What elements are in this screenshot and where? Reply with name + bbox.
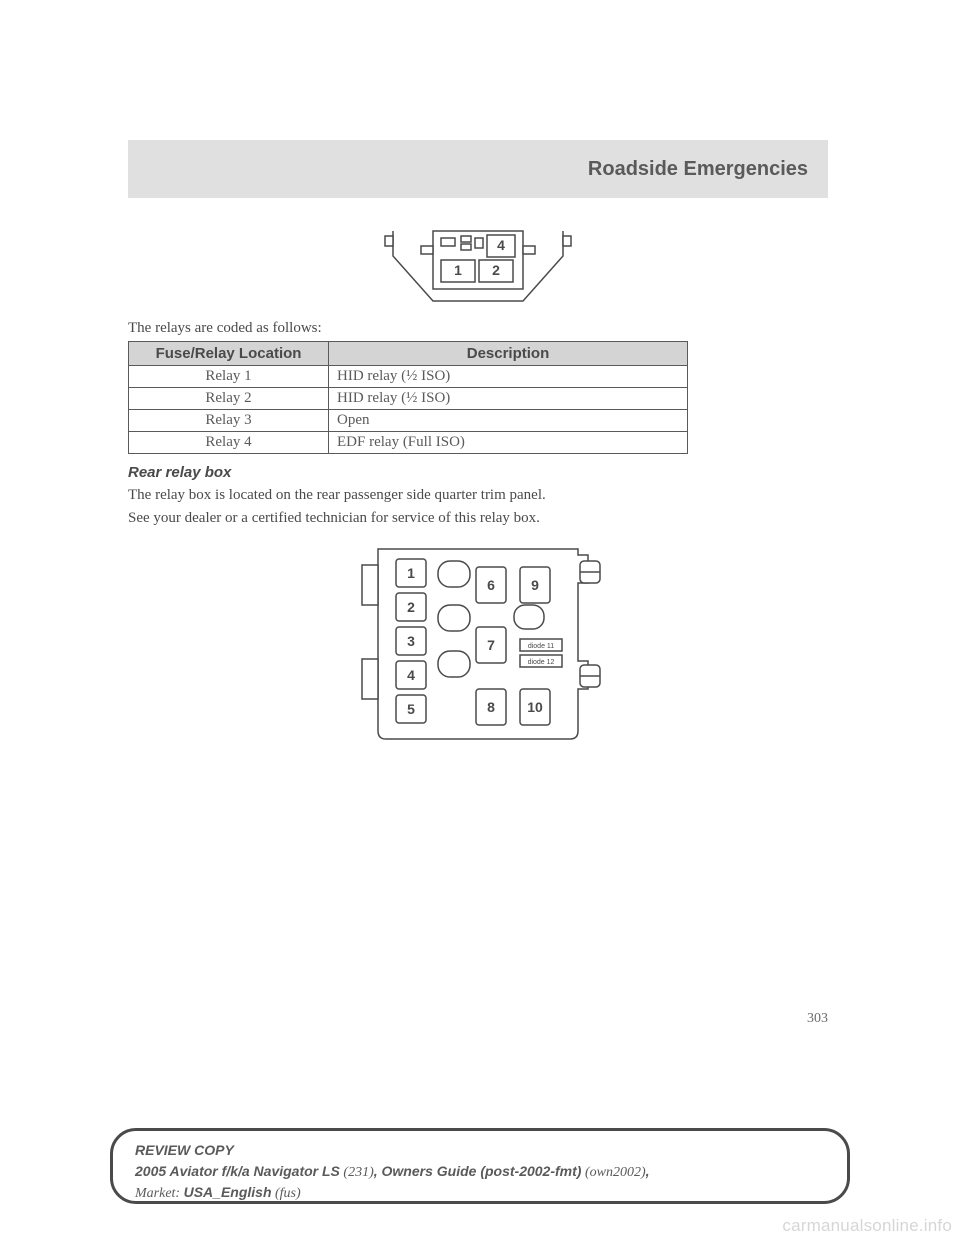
watermark: carmanualsonline.info — [782, 1216, 952, 1236]
svg-text:5: 5 — [407, 701, 415, 717]
svg-text:9: 9 — [531, 577, 539, 593]
rear-relay-subhead: Rear relay box — [128, 464, 828, 481]
relay-label-2: 2 — [492, 262, 500, 278]
svg-text:8: 8 — [487, 699, 495, 715]
svg-text:10: 10 — [527, 699, 543, 715]
svg-text:4: 4 — [407, 667, 415, 683]
svg-text:6: 6 — [487, 577, 495, 593]
intro-text: The relays are coded as follows: — [128, 320, 828, 337]
relay-table: Fuse/Relay Location Description Relay 1 … — [128, 341, 688, 454]
table-row: Relay 1 HID relay (½ ISO) — [129, 366, 688, 388]
table-row: Relay 2 HID relay (½ ISO) — [129, 388, 688, 410]
svg-text:2: 2 — [407, 599, 415, 615]
rear-relay-diagram: 1 2 3 4 5 6 7 8 9 10 diode 11 diode 12 — [348, 541, 608, 751]
svg-text:diode 11: diode 11 — [528, 643, 554, 650]
relay-label-4: 4 — [497, 237, 505, 253]
section-header: Roadside Emergencies — [128, 140, 828, 198]
rear-relay-para-2: See your dealer or a certified technicia… — [128, 510, 828, 527]
relay-label-1: 1 — [454, 262, 462, 278]
svg-text:diode 12: diode 12 — [528, 659, 555, 666]
table-header-description: Description — [329, 342, 688, 366]
section-title: Roadside Emergencies — [588, 158, 808, 181]
page-number: 303 — [128, 1011, 828, 1027]
rear-relay-para-1: The relay box is located on the rear pas… — [128, 487, 828, 504]
svg-text:1: 1 — [407, 565, 415, 581]
svg-text:3: 3 — [407, 633, 415, 649]
front-relay-diagram: 4 1 2 — [383, 216, 573, 308]
table-header-location: Fuse/Relay Location — [129, 342, 329, 366]
footer-review: REVIEW COPY — [135, 1142, 234, 1158]
footer-box: REVIEW COPY 2005 Aviator f/k/a Navigator… — [110, 1128, 850, 1204]
svg-text:7: 7 — [487, 637, 495, 653]
table-row: Relay 3 Open — [129, 410, 688, 432]
table-row: Relay 4 EDF relay (Full ISO) — [129, 432, 688, 454]
